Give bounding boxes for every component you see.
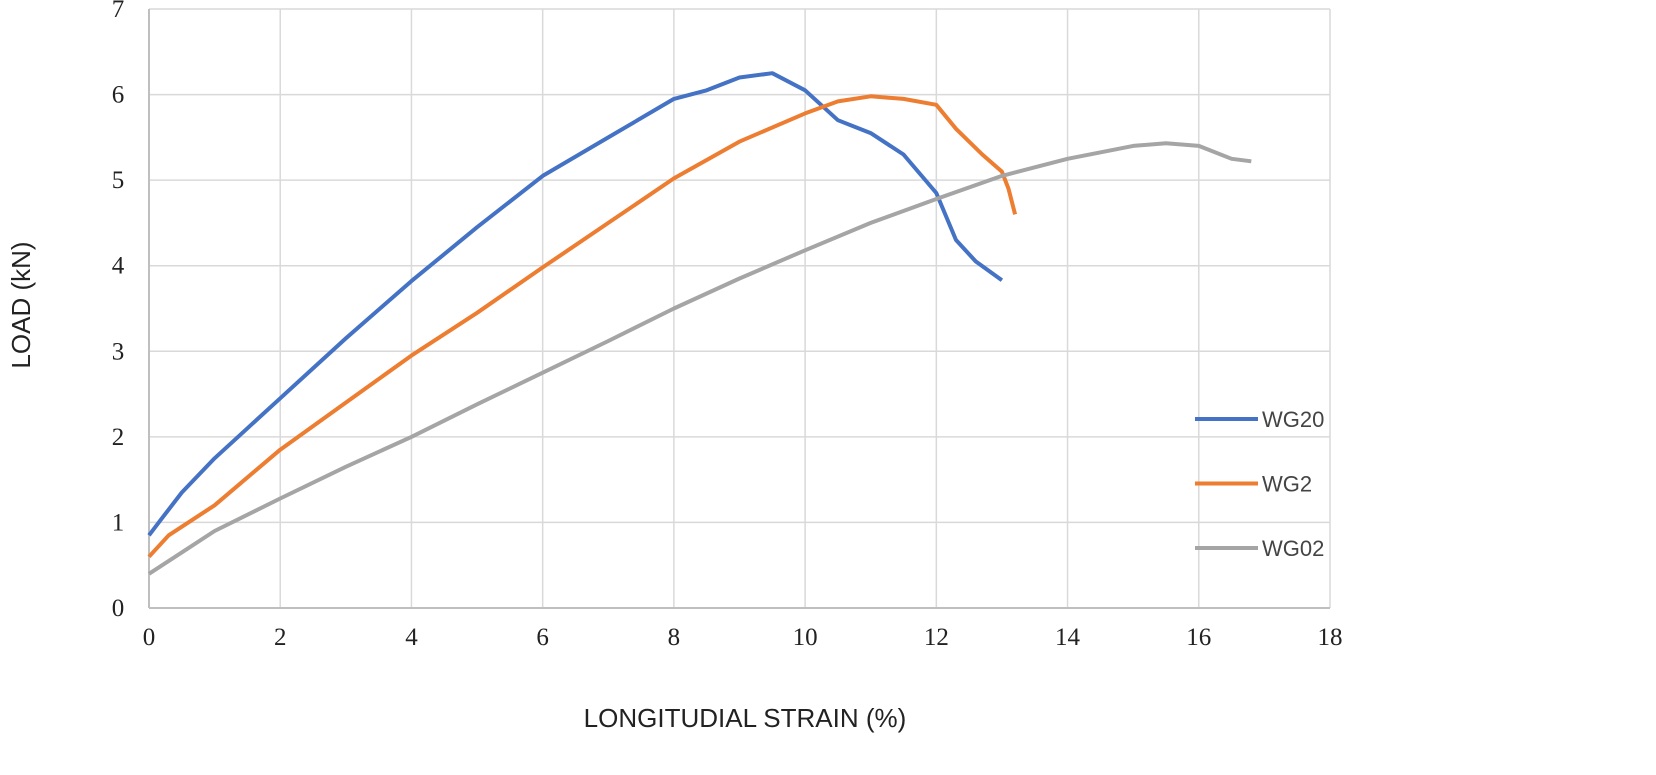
y-tick-label: 7 [112,0,125,23]
gridlines [148,8,1331,609]
legend-label: WG2 [1262,472,1312,497]
y-tick-label: 1 [112,509,125,536]
x-tick-label: 18 [1318,624,1343,651]
x-tick-label: 14 [1055,624,1081,651]
x-tick-label: 8 [668,624,681,651]
series-lines [147,71,1252,576]
legend-label: WG20 [1262,407,1324,432]
y-tick-label: 3 [112,338,125,365]
x-tick-label: 2 [274,624,287,651]
series-line-wg02 [147,141,1252,576]
x-tick-label: 4 [405,624,418,651]
x-tick-label: 16 [1186,624,1211,651]
legend: WG20 WG2 WG02 [1195,407,1324,561]
x-axis-title: LONGITUDIAL STRAIN (%) [584,703,907,733]
legend-label: WG02 [1262,536,1324,561]
y-tick-label: 4 [112,253,125,280]
y-tick-label: 5 [112,167,125,194]
y-tick-label: 0 [112,595,125,622]
x-tick-label: 12 [924,624,949,651]
x-tick-label: 6 [536,624,549,651]
y-axis-title: LOAD (kN) [6,241,36,368]
y-tick-label: 6 [112,82,125,109]
x-tick-label: 0 [143,624,156,651]
x-tick-label: 10 [793,624,818,651]
series-line-wg20 [147,71,1004,537]
y-tick-label: 2 [112,424,125,451]
series-line-wg2 [147,94,1018,559]
